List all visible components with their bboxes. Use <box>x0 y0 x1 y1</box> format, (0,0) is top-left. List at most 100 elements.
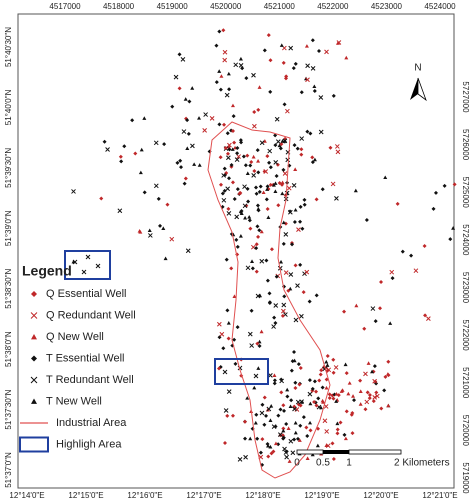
well-marker <box>343 362 348 367</box>
well-marker <box>372 364 377 369</box>
well-marker <box>264 197 269 202</box>
well-marker <box>234 237 239 242</box>
well-marker <box>281 220 286 225</box>
grid-label-right: 5727000 <box>461 81 470 113</box>
well-marker <box>283 450 289 455</box>
well-marker <box>292 406 297 412</box>
well-marker <box>225 413 230 418</box>
well-marker <box>374 390 379 395</box>
grid-label-left: 51°38'30"N <box>4 268 13 308</box>
well-marker <box>280 308 286 314</box>
well-marker <box>296 362 301 367</box>
well-marker <box>400 249 405 254</box>
well-marker <box>330 181 336 187</box>
well-marker <box>266 215 271 220</box>
well-marker <box>255 148 260 153</box>
well-marker <box>317 378 322 383</box>
well-marker <box>271 424 277 429</box>
grid-label-bottom: 12°17'0"E <box>186 491 221 500</box>
well-marker <box>282 294 287 299</box>
well-marker <box>153 140 159 146</box>
well-marker <box>310 38 315 43</box>
well-marker <box>252 123 257 129</box>
well-marker <box>312 400 317 405</box>
well-marker <box>308 401 313 406</box>
well-marker <box>284 76 289 81</box>
well-marker <box>305 77 310 83</box>
well-marker <box>282 408 287 413</box>
well-marker <box>331 357 336 362</box>
well-marker <box>388 321 393 325</box>
grid-label-top: 4519000 <box>157 2 189 11</box>
well-marker <box>366 361 371 365</box>
well-marker <box>352 398 357 403</box>
well-marker <box>346 391 351 396</box>
well-marker <box>448 237 453 242</box>
well-marker <box>295 436 300 441</box>
well-marker <box>308 420 313 425</box>
grid-label-bottom: 12°15'0"E <box>68 491 103 500</box>
well-marker <box>230 103 235 108</box>
well-marker <box>255 224 260 229</box>
well-marker <box>162 142 167 147</box>
legend-label: Q New Well <box>46 331 104 343</box>
well-marker <box>301 415 306 420</box>
grid-label-top: 4524000 <box>424 2 456 11</box>
well-marker <box>256 234 261 239</box>
well-marker <box>243 436 248 441</box>
well-marker <box>364 218 369 223</box>
grid-label-left: 51°39'30"N <box>4 148 13 188</box>
well-marker <box>31 355 37 362</box>
well-marker <box>336 40 342 45</box>
well-marker <box>322 418 328 424</box>
well-marker <box>292 219 297 224</box>
well-marker <box>226 211 232 216</box>
well-marker <box>253 373 259 379</box>
well-marker <box>242 203 248 209</box>
well-marker <box>281 241 286 246</box>
well-marker <box>307 299 312 304</box>
grid-label-right: 5725000 <box>461 177 470 209</box>
well-marker <box>307 378 312 383</box>
well-marker <box>179 165 184 170</box>
well-marker <box>95 263 101 269</box>
well-marker <box>296 227 301 232</box>
well-marker <box>257 85 262 89</box>
well-marker <box>102 139 107 144</box>
well-marker <box>252 168 257 173</box>
well-marker <box>169 236 175 242</box>
well-marker <box>331 457 336 462</box>
well-marker <box>259 229 264 234</box>
well-marker <box>235 325 240 330</box>
well-marker <box>253 185 258 190</box>
well-marker <box>252 110 257 115</box>
well-marker <box>262 395 267 400</box>
well-marker <box>314 293 319 298</box>
well-marker <box>255 293 261 299</box>
well-marker <box>170 104 175 109</box>
well-marker <box>235 244 240 249</box>
well-marker <box>299 313 304 319</box>
well-marker <box>262 422 267 427</box>
well-marker <box>442 183 447 188</box>
well-marker <box>295 283 300 289</box>
well-marker <box>239 140 244 145</box>
well-marker <box>185 118 190 123</box>
well-marker <box>243 419 248 424</box>
grid-label-right: 5722000 <box>461 320 470 352</box>
well-marker <box>331 93 336 98</box>
well-marker <box>325 363 330 367</box>
well-marker <box>243 163 248 168</box>
legend-label: T Essential Well <box>46 352 124 364</box>
well-marker <box>223 441 228 446</box>
well-marker <box>279 142 284 147</box>
well-marker <box>335 427 340 432</box>
well-marker <box>344 409 349 414</box>
well-marker <box>304 44 309 48</box>
well-marker <box>273 159 279 165</box>
well-marker <box>310 155 315 160</box>
well-marker <box>257 343 262 348</box>
well-marker <box>299 152 304 157</box>
well-marker <box>334 392 339 396</box>
